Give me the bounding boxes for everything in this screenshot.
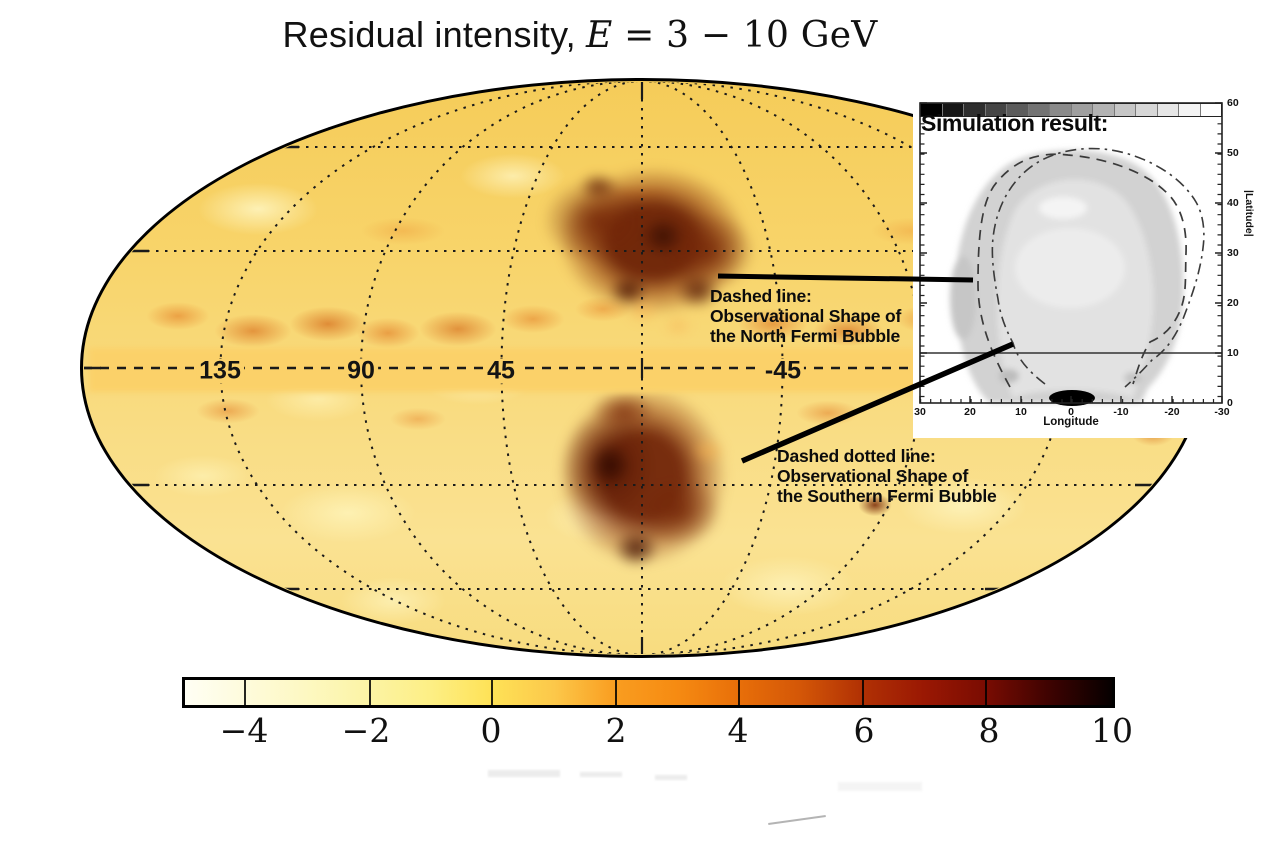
lat-tick-10: 10 — [1227, 347, 1239, 359]
page-title: Residual intensity, E = 3 − 10 GeV — [0, 14, 1160, 56]
inset-title: Simulation result: — [921, 110, 1109, 136]
simulation-inset-panel: Simulation result: 60 50 40 30 20 10 0 3… — [913, 88, 1269, 438]
title-math-variable: E — [586, 15, 613, 56]
longitude-label-minus45: -45 — [761, 358, 805, 384]
lon-tick-20: 20 — [964, 406, 976, 418]
lat-tick-40: 40 — [1227, 197, 1239, 209]
colorbar — [182, 677, 1115, 708]
longitude-label-90: 90 — [344, 358, 378, 384]
colorbar-tick-2: 2 — [605, 711, 627, 750]
lon-tick-0: 0 — [1068, 406, 1074, 418]
simulation-plot — [919, 102, 1223, 406]
colorbar-tick-minus2: −2 — [341, 711, 391, 750]
south-bubble-annotation: Dashed dotted line: Observational Shape … — [777, 446, 997, 506]
lat-tick-0: 0 — [1227, 397, 1233, 409]
colorbar-tick-minus4: −4 — [219, 711, 269, 750]
title-text: Residual intensity, — [282, 14, 587, 55]
south-fermi-bubble-blob — [548, 391, 778, 655]
colorbar-tick-0: 0 — [480, 711, 502, 750]
lat-tick-30: 30 — [1227, 247, 1239, 259]
lat-tick-60: 60 — [1227, 97, 1239, 109]
lon-tick-30: 30 — [914, 406, 926, 418]
colorbar-tick-8: 8 — [978, 711, 1000, 750]
north-bubble-annotation: Dashed line: Observational Shape of the … — [710, 286, 902, 346]
colorbar-tick-4: 4 — [727, 711, 749, 750]
lon-tick-minus10: -10 — [1113, 406, 1129, 418]
colorbar-tick-6: 6 — [853, 711, 875, 750]
lon-tick-10: 10 — [1015, 406, 1027, 418]
lon-tick-minus30: -30 — [1214, 406, 1230, 418]
lat-tick-20: 20 — [1227, 297, 1239, 309]
inset-ylabel: |Latitude| — [1243, 190, 1255, 237]
lat-tick-50: 50 — [1227, 147, 1239, 159]
colorbar-tick-10: 10 — [1091, 711, 1133, 750]
longitude-label-135: 135 — [196, 358, 244, 384]
longitude-label-45: 45 — [484, 358, 518, 384]
title-math-rest: = 3 − 10 GeV — [612, 15, 878, 56]
lon-tick-minus20: -20 — [1164, 406, 1180, 418]
